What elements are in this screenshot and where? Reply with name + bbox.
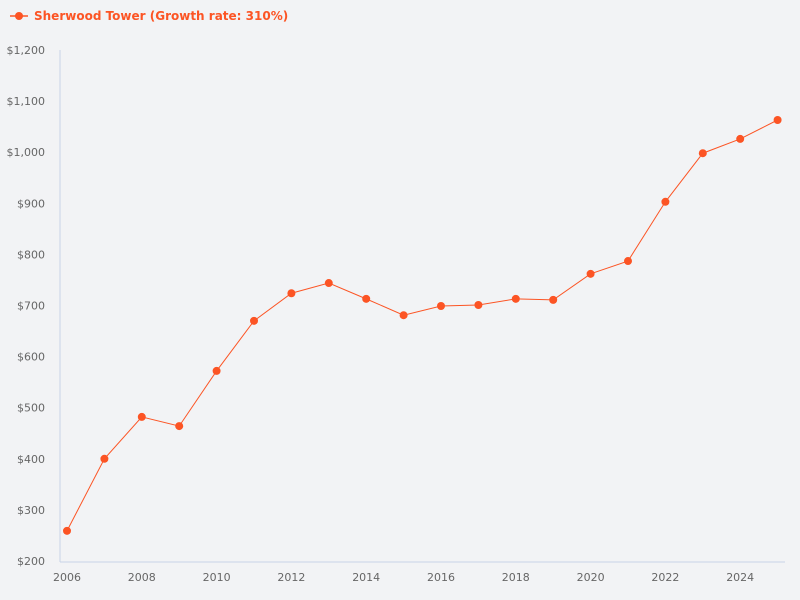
data-point <box>511 294 520 303</box>
legend-label: Sherwood Tower (Growth rate: 310%) <box>34 9 289 23</box>
legend-marker-icon <box>10 12 28 20</box>
data-point <box>474 300 483 309</box>
y-tick-label: $400 <box>17 453 45 466</box>
data-point <box>63 526 71 535</box>
data-point <box>624 257 632 266</box>
data-point <box>736 134 745 143</box>
y-tick-label: $600 <box>17 351 45 364</box>
y-tick-label: $500 <box>17 402 45 415</box>
y-tick-label: $200 <box>17 555 45 568</box>
data-point <box>437 302 445 311</box>
data-point <box>137 412 146 421</box>
data-point <box>212 366 221 375</box>
y-tick-label: $700 <box>17 300 45 313</box>
x-tick-label: 2020 <box>577 571 605 584</box>
y-tick-label: $800 <box>17 248 45 261</box>
y-tick-label: $1,000 <box>7 146 46 159</box>
x-tick-label: 2022 <box>651 571 679 584</box>
y-tick-label: $1,100 <box>7 95 46 108</box>
data-point <box>586 269 595 278</box>
data-point <box>698 149 707 158</box>
x-tick-label: 2016 <box>427 571 455 584</box>
series-line <box>66 119 778 532</box>
data-point <box>399 311 408 320</box>
x-tick-label: 2008 <box>128 571 156 584</box>
data-point <box>661 197 670 206</box>
x-tick-label: 2006 <box>53 571 81 584</box>
legend[interactable]: Sherwood Tower (Growth rate: 310%) <box>10 9 288 23</box>
data-point <box>773 116 782 125</box>
data-point <box>324 279 333 288</box>
x-tick-label: 2010 <box>203 571 231 584</box>
data-point <box>100 454 109 463</box>
x-tick-label: 2012 <box>277 571 305 584</box>
data-point <box>549 295 558 304</box>
data-point <box>175 422 184 431</box>
data-point <box>250 316 258 325</box>
x-tick-label: 2018 <box>502 571 530 584</box>
data-point <box>287 289 296 298</box>
y-tick-label: $300 <box>17 504 45 517</box>
y-tick-label: $900 <box>17 197 45 210</box>
x-tick-label: 2024 <box>726 571 754 584</box>
x-tick-label: 2014 <box>352 571 380 584</box>
y-tick-label: $1,200 <box>7 44 46 57</box>
data-point <box>362 294 371 303</box>
